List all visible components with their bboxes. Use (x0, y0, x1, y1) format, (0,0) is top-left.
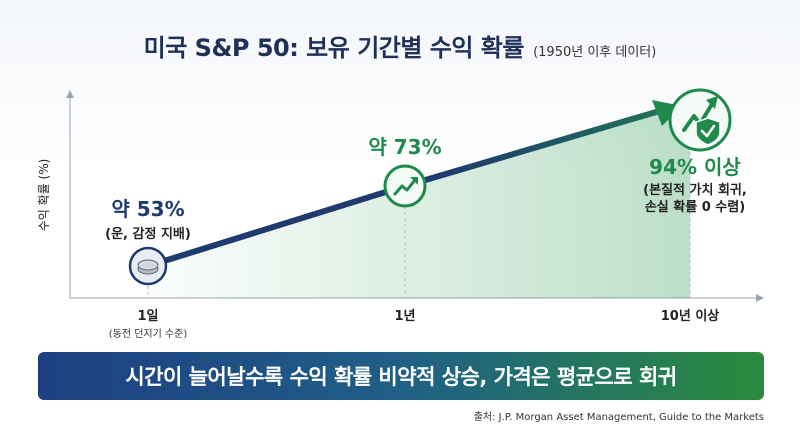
annotation-1-line-1: (운, 감정 지배) (105, 226, 191, 242)
y-axis-arrowhead (66, 90, 74, 98)
shield-check-icon (668, 88, 732, 152)
summary-banner: 시간이 늘어날수록 수익 확률 비약적 상승, 가격은 평균으로 회귀 (38, 352, 764, 400)
data-label-1: 약 53% (111, 197, 184, 221)
x-tick-label-1: 1일 (137, 309, 158, 324)
chart-subtitle: (1950년 이후 데이터) (533, 45, 657, 60)
shield-check-icon-zigzag (682, 102, 714, 132)
annotation-3-line-2: 손실 확률 0 수렴) (645, 199, 745, 215)
trend-up-icon-line (393, 178, 417, 196)
data-label-2: 약 73% (368, 135, 441, 159)
shield-check-icon-check (700, 124, 716, 138)
line-chart: 약 53% 약 73% 94% 이상 (운, 감정 지배) (본질적 가치 회귀,손실 … (37, 88, 764, 340)
coin-icon-face (137, 259, 159, 271)
y-axis-label: 수익 확률 (%) (37, 159, 51, 232)
data-label-3: 94% 이상 (649, 155, 741, 179)
source-note: 출처: J.P. Morgan Asset Management, Guide … (473, 412, 764, 423)
shield-check-icon-shield (695, 117, 721, 146)
chart-title: 미국 S&P 50: 보유 기간별 수익 확률 (143, 34, 525, 62)
summary-banner-text: 시간이 늘어날수록 수익 확률 비약적 상승, 가격은 평균으로 회귀 (125, 365, 677, 389)
annotation-3-line-1: (본질적 가치 회귀, (643, 182, 747, 198)
x-axis-arrowhead (756, 294, 764, 302)
trend-up-icon-head (410, 177, 418, 185)
x-tick-note-1: (동전 던지기 수준) (109, 328, 188, 340)
trend-up-icon (383, 164, 427, 208)
coin-icon (128, 246, 168, 286)
x-tick-label-2: 1년 (394, 309, 415, 324)
x-tick-label-3: 10년 이상 (661, 308, 720, 324)
shield-check-icon-arrowhead (706, 96, 718, 109)
trend-up-icon-ring (383, 164, 427, 208)
chart-title-row: 미국 S&P 50: 보유 기간별 수익 확률 (1950년 이후 데이터) (0, 28, 800, 63)
